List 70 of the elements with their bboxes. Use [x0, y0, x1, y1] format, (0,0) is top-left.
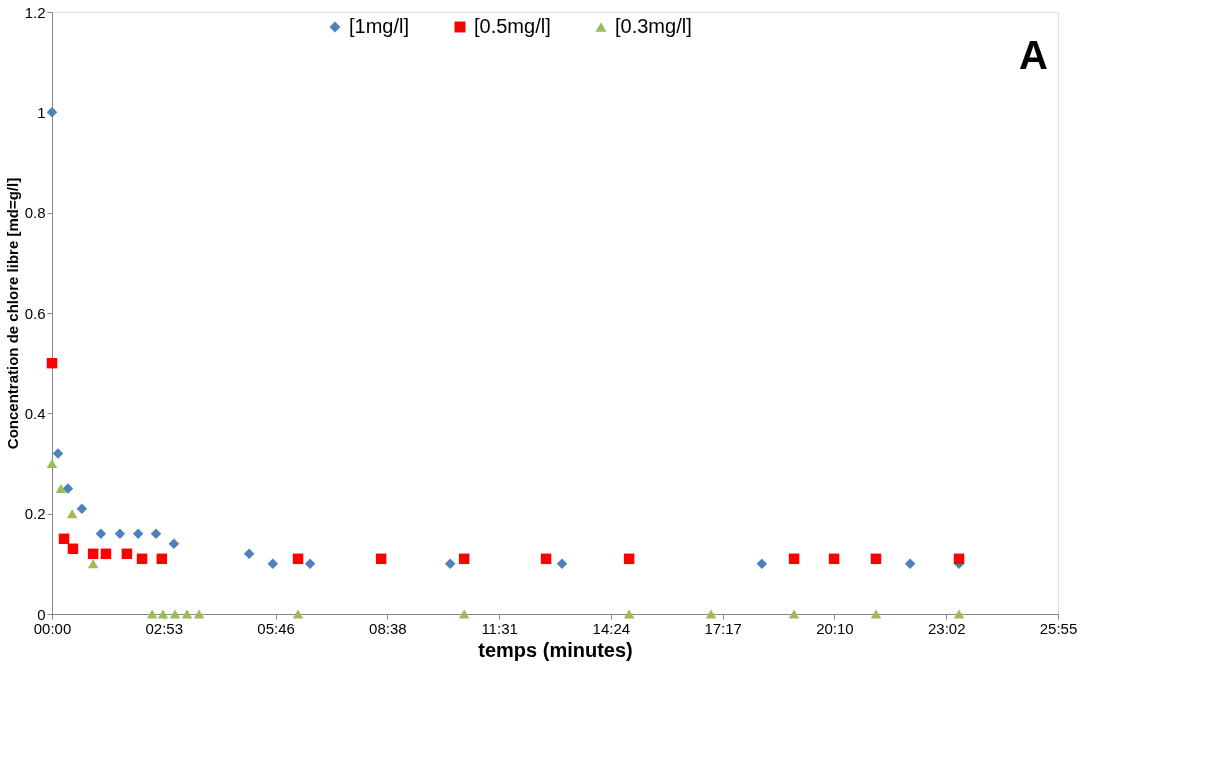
point [458, 553, 470, 565]
point [114, 528, 126, 539]
legend-label: [0.3mg/l] [615, 15, 692, 37]
point [953, 609, 965, 619]
point [67, 543, 79, 555]
y-axis-title: Concentration de chlore libre [md=g/l] [3, 177, 21, 450]
point [193, 609, 205, 619]
point [46, 357, 58, 369]
x-tick-label: 11:31 [481, 619, 518, 637]
point [169, 609, 181, 619]
point [243, 548, 255, 560]
point [181, 609, 193, 619]
point [292, 609, 304, 619]
point [168, 538, 180, 550]
point [157, 609, 169, 619]
point [788, 553, 800, 565]
point [136, 553, 148, 565]
point [62, 483, 74, 494]
x-tick-label: 25:55 [1039, 619, 1078, 637]
point [150, 528, 162, 539]
point [87, 548, 99, 560]
point [46, 107, 58, 118]
point [788, 609, 800, 619]
point [540, 553, 552, 565]
point [756, 558, 768, 570]
y-tick-label: 1 [37, 103, 46, 121]
point [66, 509, 78, 519]
point [292, 553, 304, 565]
x-axis-title: temps (minutes) [478, 638, 633, 661]
x-tick-label: 17:17 [704, 619, 742, 637]
legend-label: [0.5mg/l] [474, 15, 551, 37]
point [870, 609, 882, 619]
point [458, 609, 470, 619]
point [95, 528, 107, 539]
point [444, 558, 456, 570]
point [132, 528, 144, 539]
x-tick-label: 23:02 [927, 619, 966, 637]
annotation: A [1019, 33, 1048, 77]
y-tick-label: 0.6 [24, 304, 46, 322]
y-tick-label: 0.2 [24, 505, 46, 523]
x-tick-label: 14:24 [592, 619, 631, 637]
point [87, 559, 99, 569]
point [556, 558, 568, 570]
x-tick-label: 08:38 [369, 619, 407, 637]
x-tick-label: 05:46 [257, 619, 295, 637]
point [121, 548, 133, 560]
point [904, 558, 916, 570]
point [52, 448, 64, 459]
point [156, 553, 168, 565]
y-tick-label: 0.4 [24, 404, 46, 422]
point [146, 609, 158, 619]
point [58, 533, 70, 544]
y-tick-label: 1.2 [24, 3, 46, 21]
point [953, 553, 965, 565]
point [55, 484, 67, 494]
point [705, 609, 717, 619]
point [623, 609, 635, 619]
point [100, 548, 112, 560]
point [828, 553, 840, 565]
point [375, 553, 387, 565]
point [870, 553, 882, 565]
y-tick-label: 0.8 [24, 204, 46, 222]
point [304, 558, 316, 570]
point [46, 458, 58, 469]
point [76, 503, 88, 514]
x-tick-label: 20:10 [816, 619, 854, 637]
point [623, 553, 635, 565]
legend-label: [1mg/l] [349, 15, 410, 37]
x-tick-label: 02:53 [145, 619, 184, 637]
point [267, 558, 279, 570]
